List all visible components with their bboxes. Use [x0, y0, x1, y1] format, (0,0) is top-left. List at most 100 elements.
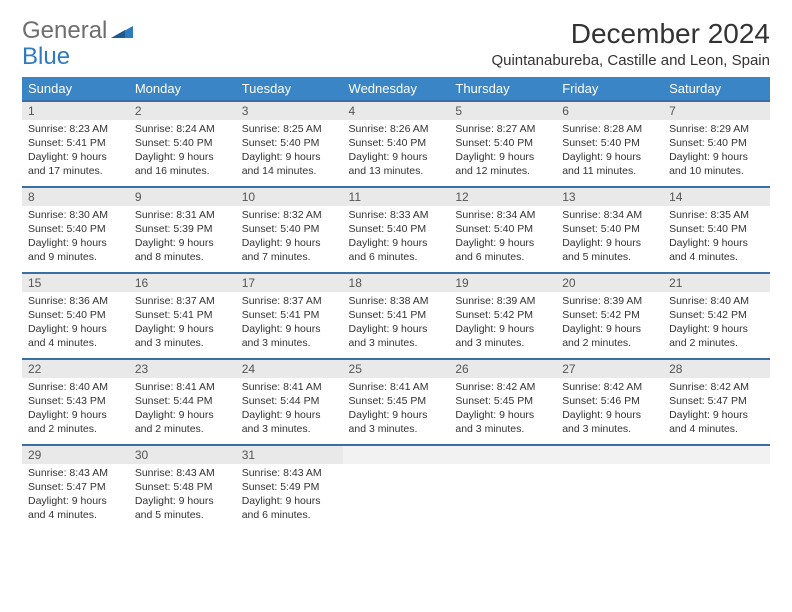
day-details: Sunrise: 8:41 AMSunset: 5:45 PMDaylight:…	[343, 378, 450, 441]
calendar-day-cell: 8Sunrise: 8:30 AMSunset: 5:40 PMDaylight…	[22, 187, 129, 273]
calendar-day-cell: 21Sunrise: 8:40 AMSunset: 5:42 PMDayligh…	[663, 273, 770, 359]
calendar-day-cell: 6Sunrise: 8:28 AMSunset: 5:40 PMDaylight…	[556, 101, 663, 187]
day-details: Sunrise: 8:40 AMSunset: 5:43 PMDaylight:…	[22, 378, 129, 441]
day-number: 5	[449, 102, 556, 120]
day-details: Sunrise: 8:42 AMSunset: 5:47 PMDaylight:…	[663, 378, 770, 441]
day-details: Sunrise: 8:34 AMSunset: 5:40 PMDaylight:…	[556, 206, 663, 269]
day-number: 26	[449, 360, 556, 378]
calendar-day-cell: 5Sunrise: 8:27 AMSunset: 5:40 PMDaylight…	[449, 101, 556, 187]
calendar-day-cell: 31Sunrise: 8:43 AMSunset: 5:49 PMDayligh…	[236, 445, 343, 533]
day-number: 31	[236, 446, 343, 464]
day-number: 7	[663, 102, 770, 120]
day-number: 4	[343, 102, 450, 120]
day-details: Sunrise: 8:25 AMSunset: 5:40 PMDaylight:…	[236, 120, 343, 183]
day-details: Sunrise: 8:38 AMSunset: 5:41 PMDaylight:…	[343, 292, 450, 355]
calendar-day-cell: 7Sunrise: 8:29 AMSunset: 5:40 PMDaylight…	[663, 101, 770, 187]
day-number: 21	[663, 274, 770, 292]
day-number: 1	[22, 102, 129, 120]
calendar-day-cell: 16Sunrise: 8:37 AMSunset: 5:41 PMDayligh…	[129, 273, 236, 359]
day-details: Sunrise: 8:43 AMSunset: 5:47 PMDaylight:…	[22, 464, 129, 527]
day-number: 11	[343, 188, 450, 206]
calendar-week-row: 29Sunrise: 8:43 AMSunset: 5:47 PMDayligh…	[22, 445, 770, 533]
calendar-week-row: 8Sunrise: 8:30 AMSunset: 5:40 PMDaylight…	[22, 187, 770, 273]
day-details: Sunrise: 8:31 AMSunset: 5:39 PMDaylight:…	[129, 206, 236, 269]
day-details: Sunrise: 8:40 AMSunset: 5:42 PMDaylight:…	[663, 292, 770, 355]
calendar-week-row: 22Sunrise: 8:40 AMSunset: 5:43 PMDayligh…	[22, 359, 770, 445]
calendar-day-cell: 13Sunrise: 8:34 AMSunset: 5:40 PMDayligh…	[556, 187, 663, 273]
calendar-day-cell: 9Sunrise: 8:31 AMSunset: 5:39 PMDaylight…	[129, 187, 236, 273]
calendar-day-cell	[343, 445, 450, 533]
col-mon: Monday	[129, 77, 236, 101]
calendar-day-cell: 28Sunrise: 8:42 AMSunset: 5:47 PMDayligh…	[663, 359, 770, 445]
calendar-day-cell	[556, 445, 663, 533]
day-details: Sunrise: 8:37 AMSunset: 5:41 PMDaylight:…	[129, 292, 236, 355]
calendar-body: 1Sunrise: 8:23 AMSunset: 5:41 PMDaylight…	[22, 101, 770, 533]
calendar-day-cell: 1Sunrise: 8:23 AMSunset: 5:41 PMDaylight…	[22, 101, 129, 187]
day-number: 14	[663, 188, 770, 206]
day-details: Sunrise: 8:37 AMSunset: 5:41 PMDaylight:…	[236, 292, 343, 355]
day-details: Sunrise: 8:26 AMSunset: 5:40 PMDaylight:…	[343, 120, 450, 183]
calendar-day-cell: 18Sunrise: 8:38 AMSunset: 5:41 PMDayligh…	[343, 273, 450, 359]
day-details: Sunrise: 8:36 AMSunset: 5:40 PMDaylight:…	[22, 292, 129, 355]
calendar-page: General Blue December 2024 Quintanabureb…	[0, 0, 792, 543]
day-details: Sunrise: 8:27 AMSunset: 5:40 PMDaylight:…	[449, 120, 556, 183]
day-details: Sunrise: 8:42 AMSunset: 5:45 PMDaylight:…	[449, 378, 556, 441]
day-number: 22	[22, 360, 129, 378]
calendar-day-cell: 24Sunrise: 8:41 AMSunset: 5:44 PMDayligh…	[236, 359, 343, 445]
day-number: 3	[236, 102, 343, 120]
day-details: Sunrise: 8:42 AMSunset: 5:46 PMDaylight:…	[556, 378, 663, 441]
calendar-day-cell: 29Sunrise: 8:43 AMSunset: 5:47 PMDayligh…	[22, 445, 129, 533]
page-subtitle: Quintanabureba, Castille and Leon, Spain	[491, 52, 770, 69]
calendar-day-cell: 27Sunrise: 8:42 AMSunset: 5:46 PMDayligh…	[556, 359, 663, 445]
day-number: 25	[343, 360, 450, 378]
brand-logo: General Blue	[22, 18, 133, 71]
calendar-day-cell: 19Sunrise: 8:39 AMSunset: 5:42 PMDayligh…	[449, 273, 556, 359]
day-number: 20	[556, 274, 663, 292]
day-number: 28	[663, 360, 770, 378]
day-details: Sunrise: 8:34 AMSunset: 5:40 PMDaylight:…	[449, 206, 556, 269]
day-number: 8	[22, 188, 129, 206]
day-details: Sunrise: 8:41 AMSunset: 5:44 PMDaylight:…	[236, 378, 343, 441]
day-details: Sunrise: 8:39 AMSunset: 5:42 PMDaylight:…	[556, 292, 663, 355]
page-title: December 2024	[491, 18, 770, 50]
col-wed: Wednesday	[343, 77, 450, 101]
day-number: 27	[556, 360, 663, 378]
day-details: Sunrise: 8:39 AMSunset: 5:42 PMDaylight:…	[449, 292, 556, 355]
day-number: 19	[449, 274, 556, 292]
day-details: Sunrise: 8:43 AMSunset: 5:49 PMDaylight:…	[236, 464, 343, 527]
day-details: Sunrise: 8:29 AMSunset: 5:40 PMDaylight:…	[663, 120, 770, 183]
day-details: Sunrise: 8:33 AMSunset: 5:40 PMDaylight:…	[343, 206, 450, 269]
calendar-day-cell: 10Sunrise: 8:32 AMSunset: 5:40 PMDayligh…	[236, 187, 343, 273]
day-details: Sunrise: 8:24 AMSunset: 5:40 PMDaylight:…	[129, 120, 236, 183]
day-details: Sunrise: 8:43 AMSunset: 5:48 PMDaylight:…	[129, 464, 236, 527]
calendar-day-cell: 4Sunrise: 8:26 AMSunset: 5:40 PMDaylight…	[343, 101, 450, 187]
title-block: December 2024 Quintanabureba, Castille a…	[491, 18, 770, 69]
day-number: 23	[129, 360, 236, 378]
day-number: 6	[556, 102, 663, 120]
day-details: Sunrise: 8:41 AMSunset: 5:44 PMDaylight:…	[129, 378, 236, 441]
calendar-day-cell: 3Sunrise: 8:25 AMSunset: 5:40 PMDaylight…	[236, 101, 343, 187]
col-tue: Tuesday	[236, 77, 343, 101]
day-details: Sunrise: 8:23 AMSunset: 5:41 PMDaylight:…	[22, 120, 129, 183]
day-details: Sunrise: 8:28 AMSunset: 5:40 PMDaylight:…	[556, 120, 663, 183]
header: General Blue December 2024 Quintanabureb…	[22, 18, 770, 71]
day-header-row: Sunday Monday Tuesday Wednesday Thursday…	[22, 77, 770, 101]
brand-text: General Blue	[22, 18, 133, 71]
calendar-day-cell: 20Sunrise: 8:39 AMSunset: 5:42 PMDayligh…	[556, 273, 663, 359]
calendar-day-cell	[449, 445, 556, 533]
calendar-day-cell: 30Sunrise: 8:43 AMSunset: 5:48 PMDayligh…	[129, 445, 236, 533]
day-number: 12	[449, 188, 556, 206]
day-number: 13	[556, 188, 663, 206]
day-number: 2	[129, 102, 236, 120]
col-sun: Sunday	[22, 77, 129, 101]
day-details: Sunrise: 8:30 AMSunset: 5:40 PMDaylight:…	[22, 206, 129, 269]
day-number: 18	[343, 274, 450, 292]
calendar-day-cell: 17Sunrise: 8:37 AMSunset: 5:41 PMDayligh…	[236, 273, 343, 359]
calendar-day-cell: 23Sunrise: 8:41 AMSunset: 5:44 PMDayligh…	[129, 359, 236, 445]
day-number: 10	[236, 188, 343, 206]
calendar-day-cell: 12Sunrise: 8:34 AMSunset: 5:40 PMDayligh…	[449, 187, 556, 273]
calendar-day-cell: 26Sunrise: 8:42 AMSunset: 5:45 PMDayligh…	[449, 359, 556, 445]
calendar-day-cell: 25Sunrise: 8:41 AMSunset: 5:45 PMDayligh…	[343, 359, 450, 445]
calendar-table: Sunday Monday Tuesday Wednesday Thursday…	[22, 77, 770, 533]
calendar-day-cell	[663, 445, 770, 533]
